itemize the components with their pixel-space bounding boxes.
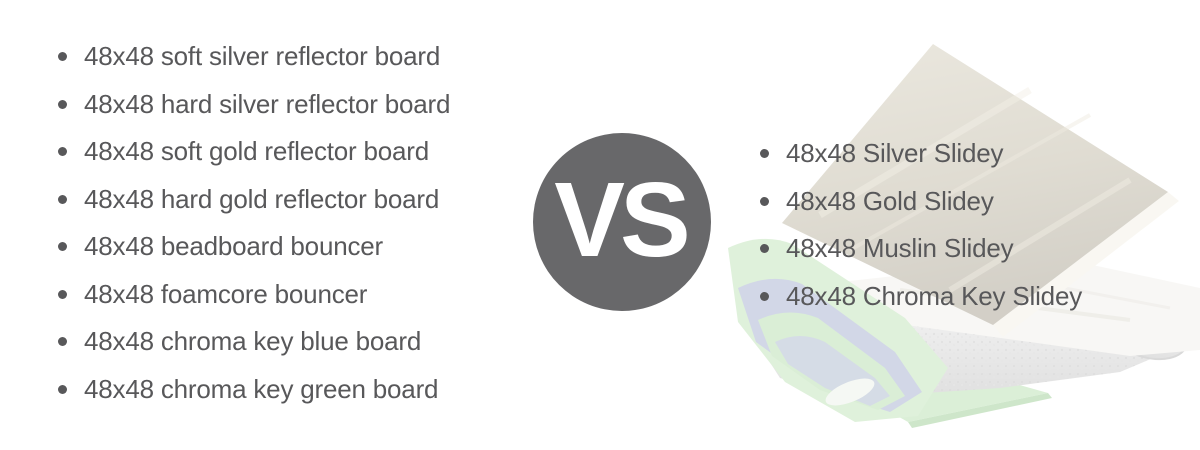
list-item: 48x48 hard silver reflector board <box>58 81 450 129</box>
bullet-icon <box>58 384 67 394</box>
bullet-icon <box>58 242 67 252</box>
bullet-icon <box>58 147 67 157</box>
left-product-list: 48x48 soft silver reflector board 48x48 … <box>58 33 450 413</box>
bullet-icon <box>760 244 769 254</box>
bullet-icon <box>760 196 769 206</box>
list-item: 48x48 soft silver reflector board <box>58 33 450 81</box>
list-item-label: 48x48 soft silver reflector board <box>84 41 441 72</box>
list-item: 48x48 soft gold reflector board <box>58 128 450 176</box>
list-item-label: 48x48 hard silver reflector board <box>84 88 451 119</box>
list-item: 48x48 chroma key green board <box>58 366 450 414</box>
list-item-label: 48x48 soft gold reflector board <box>84 136 430 167</box>
list-item: 48x48 Muslin Slidey <box>760 225 1082 273</box>
list-item-label: 48x48 beadboard bouncer <box>84 231 383 262</box>
list-item: 48x48 Gold Slidey <box>760 178 1082 226</box>
list-item: 48x48 foamcore bouncer <box>58 271 450 319</box>
bullet-icon <box>760 149 769 159</box>
list-item-label: 48x48 Silver Slidey <box>786 138 1004 169</box>
list-item: 48x48 beadboard bouncer <box>58 223 450 271</box>
bullet-icon <box>58 52 67 62</box>
vs-badge: VS <box>533 133 711 311</box>
bullet-icon <box>58 194 67 204</box>
list-item-label: 48x48 Gold Slidey <box>786 185 994 216</box>
list-item-label: 48x48 Muslin Slidey <box>786 233 1014 264</box>
bullet-icon <box>58 337 67 347</box>
bullet-icon <box>58 289 67 299</box>
list-item: 48x48 hard gold reflector board <box>58 176 450 224</box>
list-item-label: 48x48 Chroma Key Slidey <box>786 280 1082 311</box>
right-product-list: 48x48 Silver Slidey 48x48 Gold Slidey 48… <box>760 130 1082 320</box>
reflector-stack-photo <box>728 44 1200 428</box>
bullet-icon <box>760 291 769 301</box>
list-item: 48x48 Silver Slidey <box>760 130 1082 178</box>
list-item: 48x48 Chroma Key Slidey <box>760 273 1082 321</box>
list-item-label: 48x48 foamcore bouncer <box>84 278 368 309</box>
list-item-label: 48x48 hard gold reflector board <box>84 183 440 214</box>
list-item: 48x48 chroma key blue board <box>58 318 450 366</box>
list-item-label: 48x48 chroma key blue board <box>84 326 422 357</box>
list-item-label: 48x48 chroma key green board <box>84 373 439 404</box>
vs-badge-label: VS <box>554 161 690 279</box>
bullet-icon <box>58 99 67 109</box>
